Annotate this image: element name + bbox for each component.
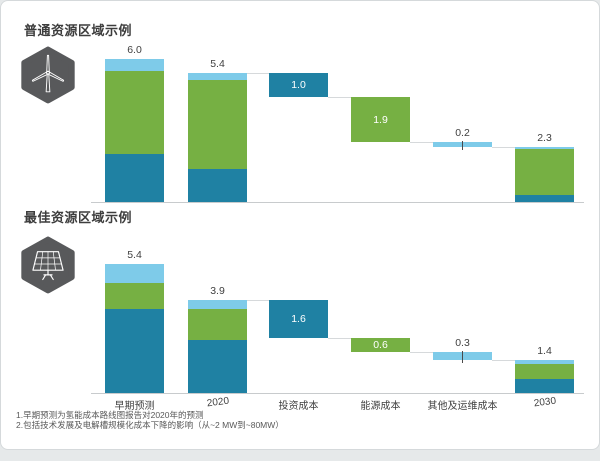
waterfall-chart-ordinary-region: 6.0 5.4 1.0 1.9 0.2 2.3 — [1, 1, 599, 449]
connector-line — [410, 352, 433, 354]
wind-turbine-icon — [17, 46, 79, 104]
connector-line — [247, 72, 269, 74]
bar-segment-green — [188, 80, 247, 169]
value-label: 6.0 — [127, 43, 142, 56]
bar-segment-sky — [515, 359, 574, 365]
float-bar-green — [351, 338, 410, 353]
bar-segment-green — [515, 149, 574, 195]
waterfall-chart-best-region: 5.4 3.9 1.6 0.6 0.3 1.4 — [1, 1, 599, 449]
bar-segment-sky — [188, 299, 247, 310]
value-label: 0.3 — [455, 337, 470, 350]
bar-segment-teal — [188, 340, 247, 393]
connector-line — [492, 147, 515, 149]
bar-segment-sky — [188, 72, 247, 81]
value-label: 0.2 — [455, 127, 470, 140]
chart-card: 普通资源区域示例 6.0 5.4 1.0 1.9 0.2 2.3 最佳资源区域示例 — [0, 0, 600, 450]
value-label: 1.6 — [291, 312, 306, 325]
connector-line — [328, 338, 351, 340]
baseline-axis — [91, 202, 584, 203]
section-title-ordinary-region: 普通资源区域示例 — [24, 23, 133, 38]
bar-segment-sky — [515, 147, 574, 150]
footnote-1: 1.早期预测为氢能成本路线图报告对2020年的预测 — [16, 410, 204, 420]
bar-segment-teal — [515, 194, 574, 202]
value-label: 1.4 — [537, 344, 552, 357]
baseline-axis — [91, 393, 584, 394]
bar-segment-teal — [515, 378, 574, 393]
value-label: 2.3 — [537, 132, 552, 145]
connector-line — [410, 142, 433, 144]
x-axis-label: 投资成本 — [278, 401, 319, 412]
value-label: 3.9 — [210, 284, 225, 297]
section-title-best-region: 最佳资源区域示例 — [24, 210, 133, 225]
value-label: 0.6 — [373, 339, 388, 352]
float-bar-green — [351, 96, 410, 143]
float-bar-teal — [269, 72, 328, 97]
solar-panel-icon — [17, 236, 79, 294]
x-axis-label: 能源成本 — [360, 401, 401, 412]
x-axis-label: 早期预测 — [114, 401, 155, 412]
float-bar-teal — [269, 299, 328, 339]
connector-line — [492, 359, 515, 361]
value-label: 1.0 — [291, 78, 306, 91]
connector-line — [328, 96, 351, 98]
bar-segment-green — [105, 283, 164, 310]
connector-line — [247, 299, 269, 301]
value-label: 1.9 — [373, 113, 388, 126]
bar-segment-teal — [105, 154, 164, 202]
bar-segment-teal — [188, 168, 247, 202]
value-label: 5.4 — [127, 248, 142, 261]
tick-marker — [461, 351, 463, 363]
tick-marker — [461, 141, 463, 151]
value-label: 5.4 — [210, 57, 225, 70]
bar-segment-green — [105, 70, 164, 155]
x-axis-label: 其他及运维成本 — [427, 401, 498, 412]
bar-segment-sky — [105, 263, 164, 284]
bar-segment-green — [188, 309, 247, 341]
footnote-2: 2.包括技术发展及电解槽规模化成本下降的影响（从~2 MW到~80MW） — [16, 420, 284, 430]
bar-segment-teal — [105, 309, 164, 393]
bar-segment-green — [515, 364, 574, 379]
bar-segment-sky — [105, 58, 164, 71]
